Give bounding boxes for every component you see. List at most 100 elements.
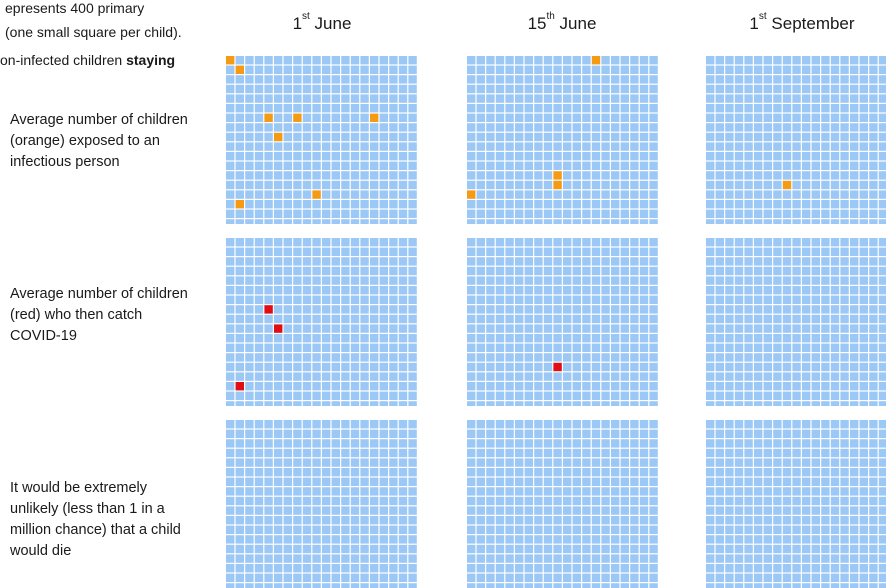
child-square [408,583,417,588]
child-square [840,573,849,582]
child-square [226,257,235,266]
child-square [235,448,244,458]
child-square [245,257,254,266]
child-square [360,477,369,486]
child-square [811,324,820,333]
child-square [408,142,417,151]
child-square [331,84,340,94]
child-square [792,353,801,362]
child-square [283,544,292,554]
child-square [495,496,505,506]
child-square [235,420,244,429]
child-square [360,516,369,525]
child-square [802,401,811,406]
child-square [601,573,610,582]
child-square [563,420,572,429]
child-square [563,458,572,467]
child-square [706,343,715,352]
child-square [302,583,312,588]
child-square [553,496,562,506]
child-square [591,286,601,295]
child-square [649,132,658,142]
child-square [725,209,734,218]
child-square [495,295,505,304]
child-square [302,286,312,295]
child-square [476,516,485,525]
child-square [476,439,485,448]
child-square [773,343,782,352]
child-square [312,104,321,113]
child-square [235,314,244,324]
child-square [341,382,350,391]
child-square [534,123,543,132]
child-square [639,544,649,554]
child-square [534,257,543,266]
child-square [821,544,830,554]
child-square [802,420,811,429]
child-square [821,516,830,525]
child-square [235,468,244,477]
child-square [543,525,553,534]
child-square [274,190,283,199]
child-square [878,104,886,113]
child-square [322,334,331,343]
infected-child-square [264,305,273,314]
child-square [620,391,629,400]
child-square [715,104,724,113]
child-square [312,305,321,314]
child-square [792,362,801,372]
child-square [322,132,331,142]
child-square [408,75,417,84]
child-square [754,113,763,122]
child-square [495,161,505,170]
child-square [553,401,562,406]
child-square [245,295,254,304]
child-square [725,84,734,94]
child-square [274,439,283,448]
child-square [715,477,724,486]
child-square [312,583,321,588]
child-square [264,142,273,151]
child-square [245,353,254,362]
child-square [601,180,610,190]
child-square [515,123,524,132]
child-square [553,276,562,285]
child-square [515,94,524,103]
child-square [495,104,505,113]
child-square [840,544,849,554]
child-square [601,468,610,477]
child-square [830,190,840,199]
child-square [350,439,360,448]
child-square [524,123,533,132]
child-square [312,180,321,190]
child-square [821,468,830,477]
child-square [792,161,801,170]
child-square [649,564,658,573]
child-square [226,477,235,486]
child-square [264,295,273,304]
child-square [734,334,744,343]
child-square [226,94,235,103]
child-square [725,314,734,324]
child-square [878,401,886,406]
child-square [360,372,369,381]
child-square [734,544,744,554]
child-square [582,583,591,588]
child-square [850,448,859,458]
child-square [572,190,581,199]
child-square [543,487,553,496]
child-square [360,496,369,506]
child-square [293,362,302,372]
child-square [245,247,254,256]
child-square [563,295,572,304]
child-square [725,257,734,266]
square-grid-r3-c2 [467,420,659,588]
child-square [505,295,514,304]
child-square [811,94,820,103]
child-square [782,468,792,477]
child-square [322,468,331,477]
child-square [734,65,744,74]
child-square [515,496,524,506]
child-square [744,209,753,218]
child-square [398,180,408,190]
